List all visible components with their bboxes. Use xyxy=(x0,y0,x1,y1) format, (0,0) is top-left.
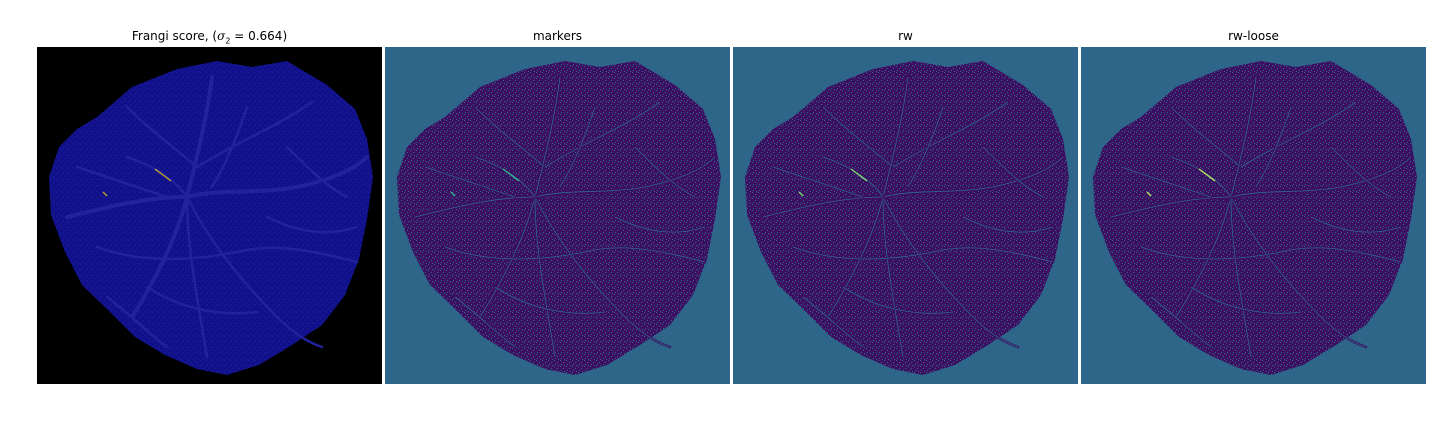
vessel-edge xyxy=(414,196,536,218)
vessel-edge xyxy=(907,106,944,188)
highlight-mark xyxy=(450,191,456,197)
vessel-edge xyxy=(544,101,661,168)
vessel-edge xyxy=(1240,101,1357,168)
retina-disc xyxy=(745,61,1069,375)
highlight-mark xyxy=(502,168,520,182)
vessel-edge xyxy=(1310,216,1402,233)
vessel-edge xyxy=(634,146,696,198)
vessel xyxy=(65,195,189,219)
image-frangi xyxy=(37,47,382,384)
vessel-edge xyxy=(822,156,884,198)
vessel-edge xyxy=(1150,296,1212,348)
highlight-mark xyxy=(154,168,172,182)
vessel-edge xyxy=(1170,106,1242,168)
vessel-edge xyxy=(454,296,516,348)
vessel-edge xyxy=(982,146,1044,198)
vessel xyxy=(210,105,249,189)
highlight-mark xyxy=(102,191,108,197)
vessel-edge xyxy=(1230,196,1252,358)
vessel-edge xyxy=(444,246,706,263)
vessel-edge xyxy=(534,156,716,198)
vessel-edge xyxy=(424,166,516,198)
vessel-edge xyxy=(1140,246,1402,263)
vessel xyxy=(185,195,209,359)
vessel-edge xyxy=(762,196,884,218)
vessel-edge xyxy=(1255,106,1292,188)
image-markers xyxy=(385,47,730,384)
panel-title-markers: markers xyxy=(532,29,583,43)
image-rw-loose xyxy=(1081,47,1426,384)
highlight-mark xyxy=(850,168,868,182)
vessel xyxy=(285,145,349,199)
retina-disc xyxy=(49,61,373,375)
title-math-symbol: σ xyxy=(217,29,226,43)
vessel-edge xyxy=(1230,196,1367,348)
vessel-edge xyxy=(842,286,954,314)
vessel xyxy=(105,295,169,349)
title-math-sub: 2 xyxy=(225,36,231,46)
vessel-edge xyxy=(1230,156,1412,198)
vessel-edge xyxy=(802,296,864,348)
retina-image xyxy=(385,47,730,384)
vessel-edge xyxy=(474,106,546,168)
vessel-edge xyxy=(792,246,1054,263)
vessel-edge xyxy=(1190,286,1302,314)
panel-title-rw-loose: rw-loose xyxy=(1228,29,1279,43)
highlight-mark xyxy=(798,191,804,197)
vessel xyxy=(145,285,259,315)
panel-title-rw: rw xyxy=(898,29,913,43)
vessel-edge xyxy=(494,286,606,314)
vessel-edge xyxy=(534,196,671,348)
vessel-edge xyxy=(1170,156,1232,198)
highlight-mark xyxy=(1198,168,1216,182)
vessel-edge xyxy=(882,196,1019,348)
vessel xyxy=(75,165,169,199)
panel-rw: rw xyxy=(733,0,1078,432)
vessel-edge xyxy=(772,166,864,198)
title-text: Frangi score, ( xyxy=(131,29,218,43)
retina-disc xyxy=(397,61,721,375)
retina-image xyxy=(37,47,382,384)
vessel-edge xyxy=(1120,166,1212,198)
vessel xyxy=(265,215,359,234)
vessel xyxy=(95,245,359,264)
retina-image xyxy=(733,47,1078,384)
image-rw xyxy=(733,47,1078,384)
vessel-edge xyxy=(882,196,904,358)
vessel xyxy=(125,105,199,169)
vessel-edge xyxy=(559,106,596,188)
vessel-edge xyxy=(614,216,706,233)
vessel-edge xyxy=(1330,146,1392,198)
title-math-rest: = 0.664) xyxy=(230,29,288,43)
panel-title-frangi: Frangi score, (σ2 = 0.664) xyxy=(37,29,382,45)
panel-markers: markers xyxy=(385,0,730,432)
vessel xyxy=(195,100,314,169)
retina-image xyxy=(1081,47,1426,384)
retina-disc xyxy=(1093,61,1417,375)
vessel xyxy=(125,155,189,199)
vessel-edge xyxy=(822,106,894,168)
vessel xyxy=(185,195,324,349)
vessel-edge xyxy=(474,156,536,198)
vessel-edge xyxy=(534,196,556,358)
highlight-mark xyxy=(1146,191,1152,197)
vessel-edge xyxy=(1110,196,1232,218)
vessel-edge xyxy=(882,156,1064,198)
panel-rw-loose: rw-loose xyxy=(1081,0,1426,432)
vessel-edge xyxy=(962,216,1054,233)
vessel xyxy=(185,155,369,199)
vessel-edge xyxy=(892,101,1009,168)
panel-frangi: Frangi score, (σ2 = 0.664) xyxy=(37,0,382,432)
